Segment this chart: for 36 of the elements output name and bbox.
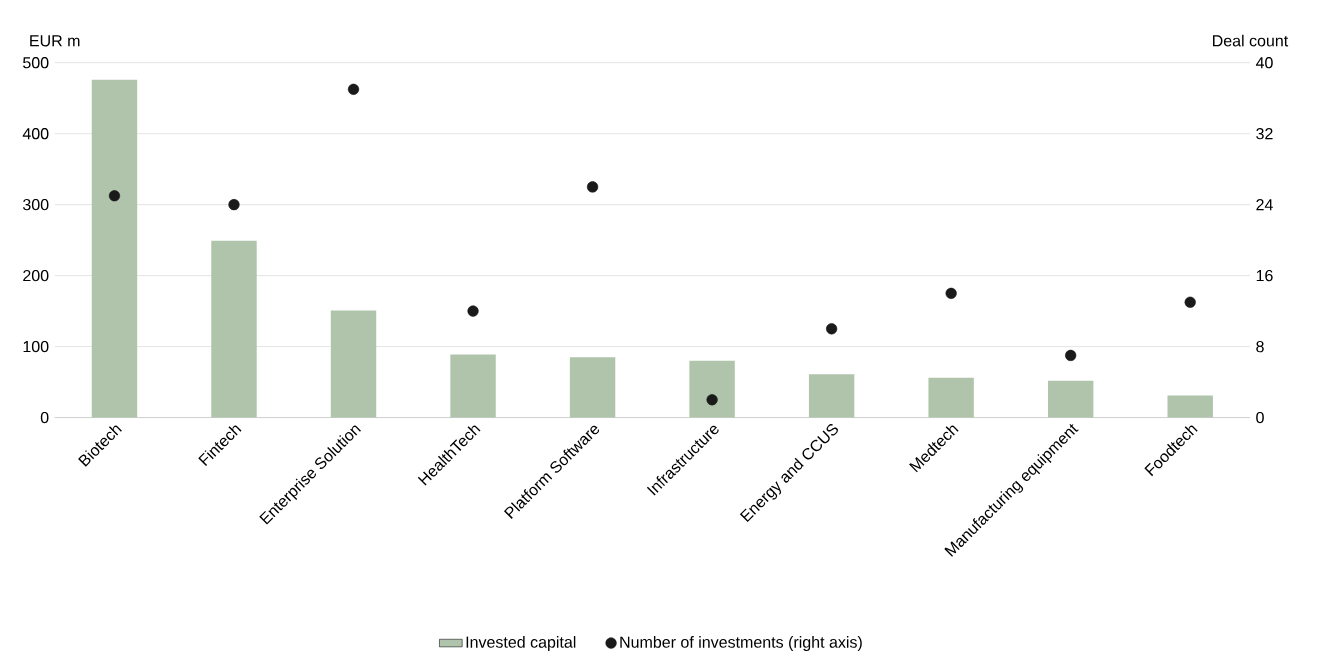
y2-tick-label: 16 <box>1256 270 1273 282</box>
bar <box>928 377 974 418</box>
point <box>467 305 479 317</box>
bar <box>91 79 138 418</box>
point <box>347 83 360 96</box>
y-axis-title: EUR m <box>30 35 80 47</box>
y2-axis-title: Deal count <box>1213 34 1289 47</box>
y-tick-label: 300 <box>23 199 49 211</box>
y2-tick-label: 24 <box>1256 199 1273 211</box>
point <box>945 287 957 300</box>
point <box>706 394 718 406</box>
y-tick-label: 200 <box>23 270 49 282</box>
point <box>108 190 121 202</box>
legend-label: Invested capital <box>466 636 576 652</box>
bar <box>808 374 855 418</box>
y-tick-label: 0 <box>40 412 49 424</box>
bar <box>569 357 616 418</box>
point <box>1065 350 1077 362</box>
bar <box>1047 380 1094 418</box>
y2-tick-label: 8 <box>1256 341 1264 353</box>
y-tick-label: 500 <box>23 57 49 69</box>
bar <box>330 310 377 418</box>
y-tick-label: 100 <box>23 341 49 353</box>
bar <box>211 241 257 418</box>
bar <box>450 354 496 418</box>
y2-tick-label: 0 <box>1256 412 1264 424</box>
point <box>586 181 599 193</box>
y2-tick-label: 40 <box>1255 57 1273 69</box>
bar <box>689 360 735 418</box>
y-tick-label: 400 <box>22 128 49 140</box>
y2-tick-label: 32 <box>1256 128 1273 140</box>
point <box>826 323 838 335</box>
bar <box>1167 395 1213 418</box>
point <box>1184 296 1196 308</box>
legend-label: Number of investments (right axis) <box>620 636 862 652</box>
point <box>228 199 240 211</box>
